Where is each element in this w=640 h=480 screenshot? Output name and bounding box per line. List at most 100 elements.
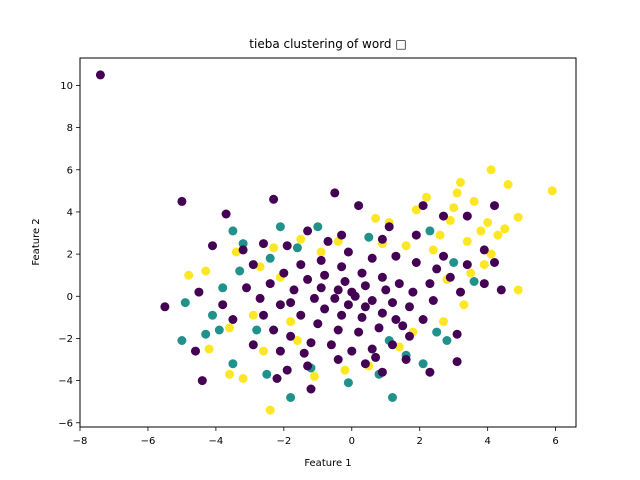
x-tick-label: 4	[484, 436, 490, 447]
data-point-series-2-16	[496, 285, 506, 295]
data-point-series-2-20	[452, 357, 462, 367]
y-tick-label: 8	[67, 123, 73, 134]
data-point-series-0-7	[513, 285, 523, 295]
data-point-series-2-15	[490, 258, 499, 267]
data-point-series-2-9	[384, 222, 394, 232]
data-point-series-0-13	[411, 205, 421, 215]
data-point-series-2-88	[333, 285, 343, 295]
data-point-series-2-100	[275, 346, 285, 356]
data-point-series-1-2	[201, 329, 211, 339]
data-point-series-2-70	[354, 327, 364, 337]
data-point-series-2-13	[490, 201, 499, 211]
data-point-series-1-8	[343, 378, 353, 388]
data-point-series-1-14	[265, 253, 275, 263]
data-point-series-0-40	[316, 247, 326, 257]
data-point-series-1-28	[292, 243, 302, 253]
data-point-series-2-38	[303, 226, 313, 236]
data-point-series-2-12	[462, 211, 472, 221]
data-point-series-2-73	[296, 310, 306, 320]
data-point-series-0-39	[401, 241, 411, 251]
data-point-series-2-90	[367, 296, 377, 305]
data-point-series-2-84	[337, 310, 347, 320]
data-point-series-0-28	[466, 268, 476, 278]
data-point-series-2-80	[381, 285, 391, 295]
data-point-series-2-83	[357, 312, 367, 322]
data-point-series-2-51	[347, 346, 357, 356]
data-point-series-0-38	[428, 245, 438, 255]
data-point-series-2-19	[452, 329, 462, 339]
data-point-series-1-13	[252, 325, 262, 335]
data-point-series-1-25	[235, 266, 245, 276]
data-point-series-2-107	[371, 352, 381, 362]
data-point-series-2-26	[303, 361, 313, 371]
data-point-series-2-23	[377, 367, 387, 377]
data-point-series-2-101	[377, 234, 387, 244]
data-point-series-2-47	[418, 315, 428, 324]
data-point-series-2-76	[303, 274, 313, 284]
y-tick-label: −2	[58, 334, 73, 345]
x-tick-label: −4	[209, 436, 224, 447]
data-point-series-2-36	[259, 239, 268, 249]
data-point-series-2-33	[218, 300, 228, 310]
data-point-series-2-87	[316, 283, 326, 293]
data-point-series-2-52	[326, 340, 336, 350]
data-point-series-2-46	[428, 296, 438, 305]
data-point-series-1-0	[180, 298, 190, 308]
points-layer	[95, 70, 557, 415]
data-point-series-0-50	[493, 230, 503, 240]
data-point-series-2-22	[401, 355, 411, 364]
data-point-series-2-6	[269, 194, 279, 204]
data-point-series-2-41	[367, 253, 377, 263]
data-point-series-1-6	[238, 239, 248, 249]
data-point-series-1-9	[388, 393, 397, 402]
data-point-series-2-28	[272, 374, 282, 383]
data-point-series-2-40	[343, 247, 353, 257]
data-point-series-2-5	[208, 241, 217, 251]
data-point-series-1-16	[313, 222, 323, 232]
data-point-series-0-16	[225, 369, 234, 379]
data-point-series-2-18	[456, 287, 465, 297]
data-point-series-1-19	[469, 277, 479, 286]
data-point-series-2-43	[411, 258, 421, 267]
data-point-series-1-20	[432, 327, 442, 337]
data-point-series-0-27	[435, 230, 445, 240]
data-point-series-0-0	[547, 186, 557, 196]
data-point-series-0-15	[371, 213, 381, 223]
data-point-series-2-104	[425, 279, 435, 289]
data-point-series-2-44	[432, 264, 442, 274]
data-point-series-0-21	[184, 270, 194, 280]
data-point-series-2-17	[479, 279, 489, 289]
data-point-series-2-92	[343, 300, 353, 310]
data-point-series-2-99	[299, 348, 309, 358]
data-point-series-2-64	[377, 272, 387, 282]
x-tick-label: −8	[73, 436, 88, 447]
data-point-series-0-24	[269, 243, 279, 253]
data-point-series-2-94	[347, 287, 357, 297]
data-point-series-2-35	[238, 245, 248, 255]
data-point-series-2-59	[279, 268, 289, 278]
data-point-series-1-24	[262, 369, 272, 379]
x-axis-label: Feature 1	[304, 458, 351, 469]
x-tick-label: 6	[552, 436, 558, 447]
data-point-series-1-3	[208, 310, 217, 320]
data-point-series-0-11	[476, 226, 486, 236]
data-point-series-2-3	[197, 376, 207, 386]
x-tick-label: 2	[417, 436, 423, 447]
data-point-series-0-34	[204, 344, 214, 354]
data-point-series-2-93	[330, 293, 340, 303]
data-point-series-1-15	[275, 222, 285, 232]
data-point-series-2-30	[228, 315, 238, 324]
data-point-series-2-11	[439, 211, 448, 221]
data-point-series-2-105	[248, 260, 258, 270]
y-tick-label: 4	[67, 207, 73, 218]
data-point-series-2-103	[398, 321, 408, 331]
data-point-series-2-48	[405, 331, 414, 341]
data-point-series-2-96	[439, 251, 448, 261]
data-point-series-2-32	[194, 287, 204, 297]
x-tick-label: 0	[349, 436, 355, 447]
data-point-series-2-0	[95, 70, 105, 80]
data-point-series-2-54	[286, 331, 296, 341]
data-point-series-1-18	[449, 258, 459, 267]
data-point-series-2-8	[354, 201, 364, 211]
data-point-series-2-45	[445, 272, 455, 282]
